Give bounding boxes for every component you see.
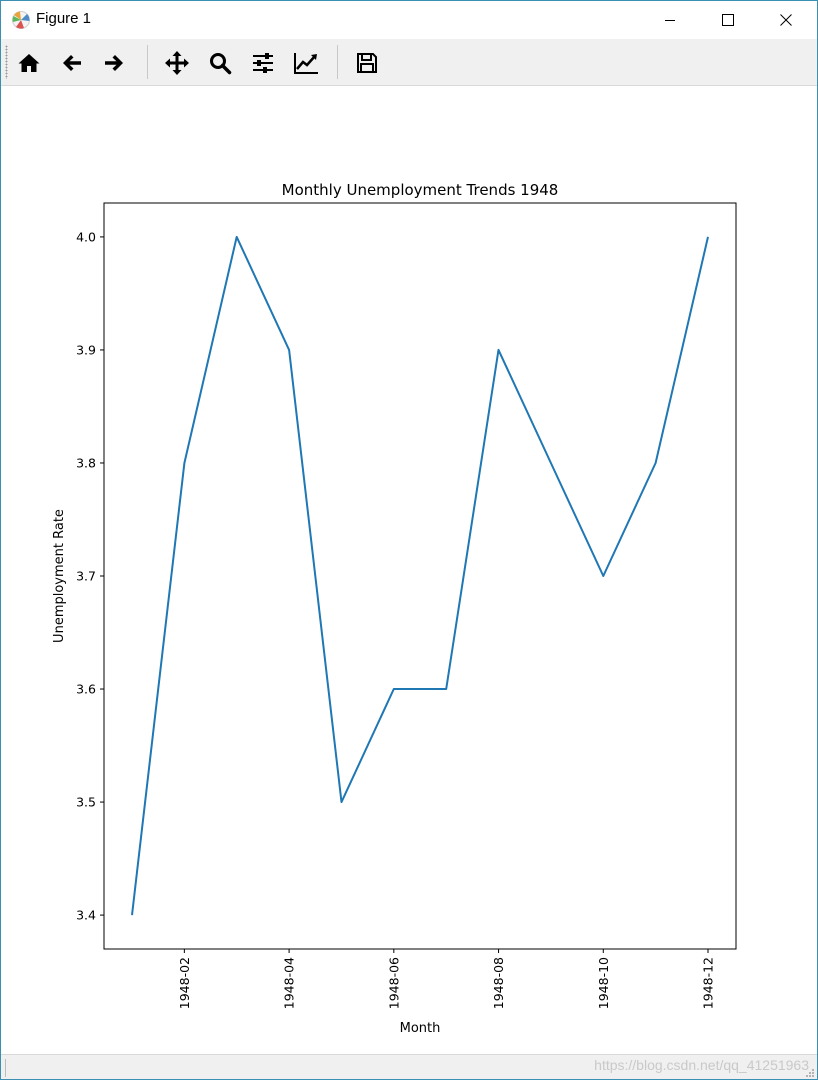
toolbar-separator xyxy=(337,45,338,79)
y-tick-label: 3.9 xyxy=(76,342,96,357)
plot-area-frame xyxy=(103,202,737,950)
back-button[interactable] xyxy=(56,47,88,79)
matplotlib-app-icon xyxy=(11,10,31,30)
chart-title: Monthly Unemployment Trends 1948 xyxy=(282,181,559,199)
x-tick-label: 1948-02 xyxy=(177,957,192,1009)
arrow-right-icon xyxy=(105,55,123,71)
y-tick-label: 4.0 xyxy=(76,229,96,244)
x-tick-label: 1948-06 xyxy=(386,957,401,1009)
home-button[interactable] xyxy=(13,47,45,79)
x-tick-label: 1948-12 xyxy=(701,957,716,1009)
configure-subplots-button[interactable] xyxy=(247,47,279,79)
y-axis-label: Unemployment Rate xyxy=(52,509,67,643)
x-tick-label: 1948-10 xyxy=(596,957,611,1009)
close-button[interactable] xyxy=(757,1,815,39)
minimize-button[interactable] xyxy=(641,1,699,39)
x-axis-label: Month xyxy=(400,1021,441,1036)
navigation-toolbar xyxy=(1,39,817,86)
y-tick-label: 3.8 xyxy=(76,455,96,470)
floppy-disk-icon xyxy=(357,53,377,73)
home-icon xyxy=(18,54,40,72)
pan-button[interactable] xyxy=(161,47,193,79)
forward-button[interactable] xyxy=(98,47,130,79)
status-divider xyxy=(5,1059,6,1077)
title-bar[interactable]: Figure 1 xyxy=(1,1,817,39)
toolbar-grip[interactable] xyxy=(5,45,8,79)
line-chart-icon xyxy=(294,53,318,74)
y-tick-label: 3.6 xyxy=(76,682,96,697)
y-tick-label: 3.4 xyxy=(76,908,96,923)
zoom-button[interactable] xyxy=(204,47,236,79)
window-title: Figure 1 xyxy=(36,10,92,27)
save-button[interactable] xyxy=(351,47,383,79)
resize-grip-icon[interactable] xyxy=(805,1068,815,1078)
sliders-icon xyxy=(253,53,273,73)
arrow-left-icon xyxy=(63,55,81,71)
watermark-text: https://blog.csdn.net/qq_41251963 xyxy=(594,1057,809,1073)
line-chart: Monthly Unemployment Trends 1948 3.43.53… xyxy=(52,181,737,1036)
minimize-icon xyxy=(665,20,675,21)
y-tick-label: 3.7 xyxy=(76,569,96,584)
x-tick-label: 1948-08 xyxy=(491,957,506,1009)
edit-axis-button[interactable] xyxy=(290,47,322,79)
x-axis: 1948-02 1948-04 1948-06 1948-08 1948-10 1948-… xyxy=(177,949,716,1009)
toolbar-separator xyxy=(147,45,148,79)
close-icon xyxy=(780,14,792,26)
maximize-icon xyxy=(722,14,734,26)
series-line xyxy=(131,235,709,916)
y-axis: 3.4 3.5 3.6 3.7 3.8 3.9 4.0 xyxy=(76,229,104,923)
figure-canvas[interactable]: Monthly Unemployment Trends 1948 3.4 3.5 3… xyxy=(1,86,817,1054)
maximize-button[interactable] xyxy=(699,1,757,39)
series-group xyxy=(131,235,709,916)
move-icon xyxy=(165,51,189,75)
magnifier-icon xyxy=(210,53,232,75)
status-bar: https://blog.csdn.net/qq_41251963 xyxy=(1,1054,817,1079)
x-tick-label: 1948-04 xyxy=(282,957,297,1009)
y-tick-label: 3.5 xyxy=(76,795,96,810)
